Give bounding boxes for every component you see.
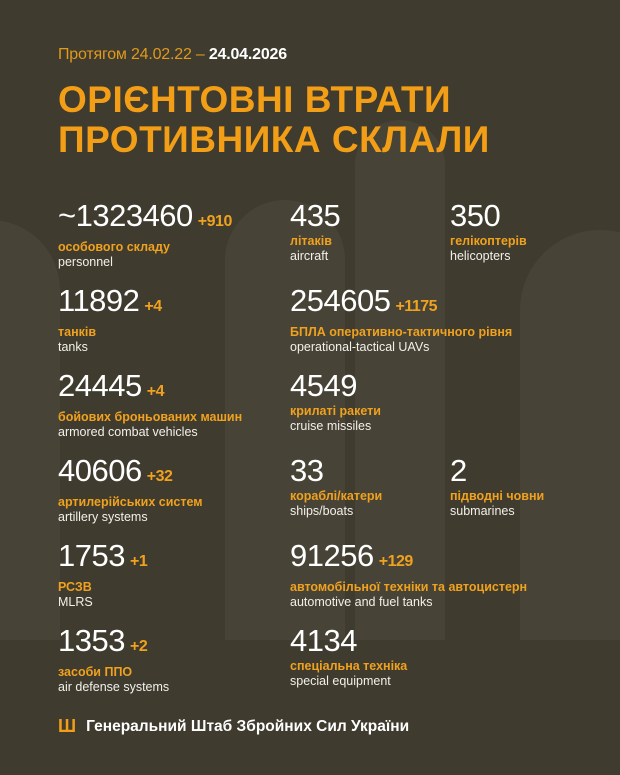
period-end: 24.04.2026 xyxy=(208,46,287,63)
stat-submarines: 2 підводні човни submarines xyxy=(450,455,545,519)
value: 435 xyxy=(290,198,341,233)
label-english: MLRS xyxy=(58,595,93,609)
stat-cruise-missiles: 4549 крилаті ракети cruise missiles xyxy=(290,370,381,434)
value: 254605 xyxy=(290,283,391,318)
page-title: ОРІЄНТОВНІ ВТРАТИ ПРОТИВНИКА СКЛАЛИ xyxy=(58,80,490,160)
stat-value: ~1323460 +910 xyxy=(58,200,232,238)
label-ukrainian: крилаті ракети xyxy=(290,404,381,418)
title-line-1: ОРІЄНТОВНІ ВТРАТИ xyxy=(58,79,452,120)
stat-aircraft: 435 літаків aircraft xyxy=(290,198,341,264)
period-start: Протягом 24.02.22 – xyxy=(58,46,205,63)
stat-value: 1353 +2 xyxy=(58,625,169,663)
stat-air-defense-systems: 1353 +2 засоби ППО air defense systems xyxy=(58,625,170,695)
stat-value: 4134 xyxy=(290,625,407,657)
value: 1353 xyxy=(58,623,125,658)
value: 91256 xyxy=(290,538,374,573)
label-ukrainian: гелікоптерів xyxy=(450,234,527,248)
stat-value: 254605 +1175 xyxy=(290,285,512,323)
label-ukrainian: особового складу xyxy=(58,240,171,254)
stat-tanks: 11892 +4 танків tanks xyxy=(58,285,162,355)
label-ukrainian: автомобільної техніки та автоцистерн xyxy=(290,580,528,594)
label-ukrainian: літаків xyxy=(290,234,332,248)
stat-automotive-and-fuel-tanks: 91256 +129 автомобільної техніки та автоц… xyxy=(290,540,528,610)
value: 350 xyxy=(450,198,501,233)
stat-value: 4549 xyxy=(290,370,381,402)
stat-value: 40606 +32 xyxy=(58,455,203,493)
daily-delta: +910 xyxy=(197,213,233,230)
value: 1753 xyxy=(58,538,125,573)
daily-delta: +32 xyxy=(146,468,173,485)
value: 4549 xyxy=(290,368,357,403)
label-english: automotive and fuel tanks xyxy=(290,595,433,609)
stat-operational-tactical-uavs: 254605 +1175 БПЛА оперативно-тактичного р… xyxy=(290,285,513,355)
label-ukrainian: бойових броньованих машин xyxy=(58,410,243,424)
label-ukrainian: підводні човни xyxy=(450,489,545,503)
footer: Ш Генеральний Штаб Збройних Сил України xyxy=(58,716,409,737)
title-line-2: ПРОТИВНИКА СКЛАЛИ xyxy=(58,119,490,160)
stat-value: 33 xyxy=(290,455,382,487)
label-english: special equipment xyxy=(290,674,391,688)
label-english: artillery systems xyxy=(58,510,148,524)
stat-personnel: ~1323460 +910 особового складу personnel xyxy=(58,200,232,270)
stat-value: 24445 +4 xyxy=(58,370,242,408)
label-ukrainian: БПЛА оперативно-тактичного рівня xyxy=(290,325,513,339)
stat-value: 350 xyxy=(450,200,527,232)
period-subtitle: Протягом 24.02.22 – 24.04.2026 xyxy=(58,46,287,64)
stat-ships-boats: 33 кораблі/катери ships/boats xyxy=(290,455,383,519)
label-english: aircraft xyxy=(290,249,329,263)
stat-artillery-systems: 40606 +32 артилерійських систем artillery… xyxy=(58,455,203,525)
trident-icon: Ш xyxy=(58,716,77,736)
label-ukrainian: артилерійських систем xyxy=(58,495,203,509)
stat-value: 11892 +4 xyxy=(58,285,162,323)
daily-delta: +1 xyxy=(129,553,148,570)
label-english: operational-tactical UAVs xyxy=(290,340,430,354)
label-english: helicopters xyxy=(450,249,511,263)
daily-delta: +129 xyxy=(378,553,414,570)
label-ukrainian: кораблі/катери xyxy=(290,489,383,503)
stat-special-equipment: 4134 спеціальна техніка special equipmen… xyxy=(290,625,408,689)
label-english: tanks xyxy=(58,340,88,354)
stat-mlrs: 1753 +1 РСЗВ MLRS xyxy=(58,538,148,610)
label-english: ships/boats xyxy=(290,504,354,518)
daily-delta: +1175 xyxy=(395,298,438,315)
daily-delta: +2 xyxy=(129,638,148,655)
label-english: cruise missiles xyxy=(290,419,372,433)
label-ukrainian: РСЗВ xyxy=(58,580,92,594)
stat-value: 2 xyxy=(450,455,544,487)
stat-armored-combat-vehicles: 24445 +4 бойових броньованих машин armore… xyxy=(58,370,243,440)
stat-helicopters: 350 гелікоптерів helicopters xyxy=(450,200,527,264)
value: 4134 xyxy=(290,623,357,658)
label-ukrainian: спеціальна техніка xyxy=(290,659,408,673)
daily-delta: +4 xyxy=(144,298,162,315)
value: ~1323460 xyxy=(58,198,193,233)
stat-value: 435 xyxy=(290,198,341,233)
value: 33 xyxy=(290,453,324,488)
value: 2 xyxy=(450,453,467,488)
value: 40606 xyxy=(58,453,142,488)
daily-delta: +4 xyxy=(146,383,165,400)
value: 24445 xyxy=(58,368,142,403)
label-english: submarines xyxy=(450,504,515,518)
value: 11892 xyxy=(58,283,140,318)
label-english: personnel xyxy=(58,255,113,269)
label-ukrainian: танків xyxy=(58,325,97,339)
stat-value: 1753 +1 xyxy=(58,538,148,578)
label-english: armored combat vehicles xyxy=(58,425,198,439)
label-english: air defense systems xyxy=(58,680,170,694)
label-ukrainian: засоби ППО xyxy=(58,665,133,679)
footer-text: Генеральний Штаб Збройних Сил України xyxy=(86,717,410,735)
stat-value: 91256 +129 xyxy=(290,540,527,578)
